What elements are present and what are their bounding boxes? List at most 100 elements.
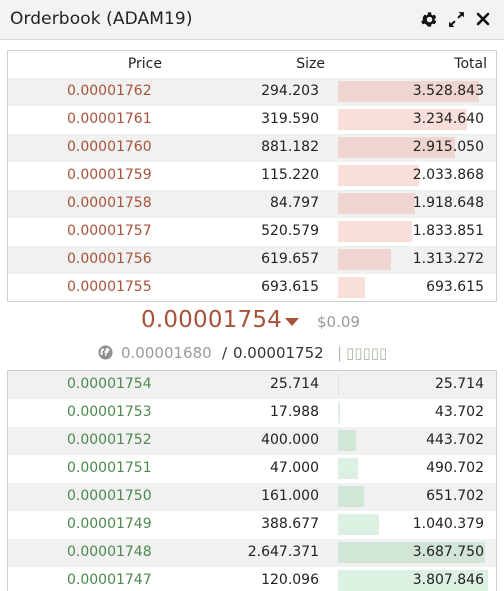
ask-size: 881.182	[261, 139, 319, 155]
bid-total: 651.702	[426, 488, 484, 504]
bid-total: 490.702	[426, 460, 484, 476]
price-column-header: Price	[127, 56, 162, 72]
asks-table: Price Size Total 0.00001762 294.203 3.528.…	[7, 50, 497, 302]
bid-price: 0.00001751	[67, 460, 152, 476]
bid-size: 400.000	[261, 432, 319, 448]
ask-price: 0.00001761	[67, 111, 152, 127]
panel-header: Orderbook (ADAM19)	[0, 0, 504, 40]
bid-size: 17.988	[270, 404, 319, 420]
ask-price: 0.00001756	[67, 251, 152, 267]
globe-icon	[98, 345, 113, 360]
bid-order-row[interactable]: 0.00001751 47.000 490.702	[8, 455, 496, 483]
bid-depth-bar	[338, 458, 358, 479]
ask-order-row[interactable]: 0.00001757 520.579 1.833.851	[8, 218, 496, 246]
ask-depth-bar	[338, 165, 419, 186]
ask-depth-bar	[338, 137, 455, 158]
ask-size: 619.657	[261, 251, 319, 267]
column-header: Price Size Total	[8, 51, 496, 78]
ask-total: 2.033.868	[412, 167, 484, 183]
ask-price: 0.00001755	[67, 279, 152, 295]
ask-depth-bar	[338, 221, 412, 242]
ask-order-row[interactable]: 0.00001762 294.203 3.528.843	[8, 78, 496, 106]
bid-order-row[interactable]: 0.00001750 161.000 651.702	[8, 483, 496, 511]
panel-title: Orderbook (ADAM19)	[10, 9, 193, 29]
ask-total: 2.915.050	[412, 139, 484, 155]
ask-order-row[interactable]: 0.00001755 693.615 693.615	[8, 274, 496, 301]
ask-depth-bar	[338, 81, 479, 102]
bid-order-row[interactable]: 0.00001749 388.677 1.040.379	[8, 511, 496, 539]
bid-order-row[interactable]: 0.00001747 120.096 3.807.846	[8, 567, 496, 591]
bid-total: 1.040.379	[412, 516, 484, 532]
bid-depth-bar	[338, 542, 485, 563]
ask-price: 0.00001762	[67, 83, 152, 99]
bid-price: 0.00001753	[67, 404, 152, 420]
bid-price: 0.00001754	[67, 376, 152, 392]
down-arrow-icon	[285, 318, 299, 326]
total-column-header: Total	[454, 56, 487, 72]
ask-price: 0.00001757	[67, 223, 152, 239]
ask-order-row[interactable]: 0.00001759 115.220 2.033.868	[8, 162, 496, 190]
ask-order-row[interactable]: 0.00001758 84.797 1.918.648	[8, 190, 496, 218]
bid-order-row[interactable]: 0.00001754 25.714 25.714	[8, 371, 496, 399]
ask-total: 1.833.851	[412, 223, 484, 239]
ask-price: 0.00001758	[67, 195, 152, 211]
ask-total: 693.615	[426, 279, 484, 295]
ask-price: 0.00001759	[67, 167, 152, 183]
bid-total: 3.687.750	[412, 544, 484, 560]
bid-size: 2.647.371	[247, 544, 319, 560]
ask-price: 0.00001760	[67, 139, 152, 155]
ask-size: 693.615	[261, 279, 319, 295]
bid-size: 47.000	[270, 460, 319, 476]
ask-depth-bar	[338, 109, 467, 130]
expand-icon[interactable]	[446, 9, 466, 29]
last-trade: 0.00001754 $0.09	[0, 305, 504, 337]
spread-row: 0.00001680 / 0.00001752 | ▯▯▯▯▯	[0, 341, 504, 365]
ask-rows: 0.00001762 294.203 3.528.843 0.00001761 319.…	[8, 78, 496, 301]
ask-total: 1.313.272	[412, 251, 484, 267]
ask-depth-bar	[338, 249, 391, 270]
bid-depth-bar	[338, 514, 379, 535]
ask-total: 1.918.648	[412, 195, 484, 211]
ask-order-row[interactable]: 0.00001756 619.657 1.313.272	[8, 246, 496, 274]
close-icon[interactable]	[473, 9, 493, 29]
bid-size: 388.677	[261, 516, 319, 532]
bid-depth-bar	[338, 374, 339, 395]
bids-table: 0.00001754 25.714 25.714 0.00001753 17.988 43…	[7, 370, 497, 591]
bid-price: 0.00001752	[67, 432, 152, 448]
bid-price: 0.00001749	[67, 516, 152, 532]
bid-total: 3.807.846	[412, 572, 484, 588]
bid-size: 25.714	[270, 376, 319, 392]
bid-depth-bar	[338, 430, 356, 451]
bid-order-row[interactable]: 0.00001752 400.000 443.702	[8, 427, 496, 455]
bid-depth-bar	[338, 570, 488, 591]
spread-glyph-boxes: ▯▯▯▯▯	[346, 344, 388, 362]
ask-size: 520.579	[261, 223, 319, 239]
bid-price: 0.00001750	[67, 488, 152, 504]
ask-depth-bar	[338, 193, 415, 214]
size-column-header: Size	[296, 56, 325, 72]
ask-depth-bar	[338, 277, 365, 298]
gear-icon[interactable]	[419, 9, 439, 29]
ask-total: 3.234.640	[412, 111, 484, 127]
ask-order-row[interactable]: 0.00001761 319.590 3.234.640	[8, 106, 496, 134]
spread-low-price: 0.00001680	[121, 344, 212, 362]
bid-size: 161.000	[261, 488, 319, 504]
spread-high-price: 0.00001752	[233, 344, 324, 362]
bid-depth-bar	[338, 402, 340, 423]
ask-size: 115.220	[261, 167, 319, 183]
spread-slash: /	[222, 344, 228, 362]
bid-size: 120.096	[261, 572, 319, 588]
bid-total: 43.702	[435, 404, 484, 420]
ask-order-row[interactable]: 0.00001760 881.182 2.915.050	[8, 134, 496, 162]
bid-rows: 0.00001754 25.714 25.714 0.00001753 17.988 43…	[8, 371, 496, 591]
last-trade-price[interactable]: 0.00001754	[141, 307, 283, 333]
ask-size: 84.797	[270, 195, 319, 211]
bid-order-row[interactable]: 0.00001748 2.647.371 3.687.750	[8, 539, 496, 567]
ask-size: 319.590	[261, 111, 319, 127]
bid-total: 443.702	[426, 432, 484, 448]
bid-order-row[interactable]: 0.00001753 17.988 43.702	[8, 399, 496, 427]
bid-depth-bar	[338, 486, 364, 507]
ask-total: 3.528.843	[412, 83, 484, 99]
spread-separator: |	[337, 344, 343, 362]
